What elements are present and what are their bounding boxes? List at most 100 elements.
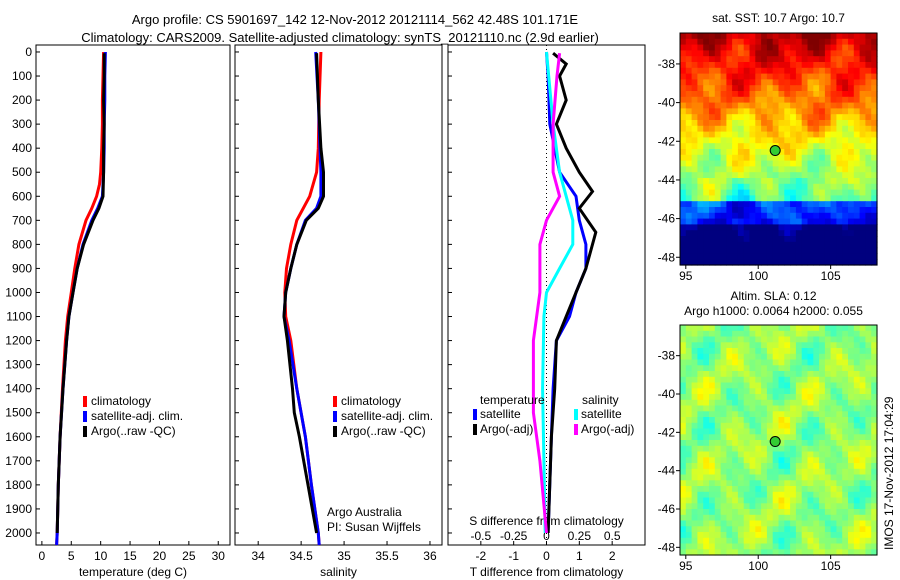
y-tick-label: 1400 (5, 382, 32, 396)
map-cell (720, 336, 727, 343)
map-cell (836, 62, 843, 69)
map-cell (772, 491, 780, 499)
map-cell (755, 399, 762, 407)
map-cell (743, 491, 751, 499)
map-cell (784, 207, 791, 214)
map-cell (795, 359, 803, 366)
map-cell (824, 160, 832, 167)
map-cell (848, 520, 855, 527)
map-cell (766, 247, 774, 254)
map-cell (784, 178, 791, 185)
map-cell (790, 79, 797, 86)
map-cell (795, 178, 803, 185)
map-cell (720, 497, 727, 504)
map-cell (772, 520, 780, 527)
map-cell (743, 178, 751, 185)
map-cell (685, 96, 693, 104)
map-cell (784, 212, 791, 220)
map-cell (848, 114, 855, 121)
map-cell (801, 108, 809, 115)
map-cell (761, 108, 768, 115)
map-cell (848, 526, 855, 533)
map-cell (720, 365, 727, 372)
map-cell (697, 382, 704, 389)
map-cell (790, 526, 797, 533)
map-cell (732, 388, 739, 395)
map-cell (732, 201, 739, 208)
map-cell (766, 120, 774, 127)
map-cell (778, 451, 785, 458)
map-cell (755, 85, 762, 92)
map-cell (772, 514, 780, 522)
map-cell (680, 125, 687, 133)
map-cell (865, 474, 872, 481)
map-cell (871, 178, 878, 185)
map-cell (819, 514, 826, 522)
map-cell (865, 399, 872, 407)
map-cell (819, 207, 826, 214)
map-cell (871, 543, 878, 550)
map-cell (848, 212, 855, 220)
map-cell (790, 212, 797, 220)
map-cell (709, 428, 716, 435)
map-cell (865, 143, 872, 150)
map-cell (807, 537, 814, 545)
map-cell (737, 166, 745, 173)
map-cell (680, 236, 687, 243)
map-cell (824, 549, 832, 556)
map-cell (778, 241, 785, 249)
map-cell (819, 85, 826, 92)
map-cell (714, 399, 722, 407)
map-cell (714, 183, 722, 191)
map-cell (819, 371, 826, 378)
map-cell (680, 445, 687, 453)
map-cell (836, 434, 843, 441)
map-cell (714, 73, 722, 80)
map-cell (801, 241, 809, 249)
map-cell (865, 137, 872, 144)
map-cell (853, 253, 861, 260)
legend-label: Argo(..raw -QC) (91, 424, 176, 438)
map-cell (743, 183, 751, 191)
map-cell (755, 388, 762, 395)
map-cell (680, 67, 687, 75)
map-cell (720, 166, 727, 173)
map-cell (848, 120, 855, 127)
map-cell (685, 56, 693, 63)
map-cell (813, 85, 820, 92)
map-cell (819, 212, 826, 220)
map-cell (824, 330, 832, 338)
map-cell (680, 160, 687, 167)
map-cell (801, 417, 809, 424)
map-cell (755, 543, 762, 550)
map-cell (853, 154, 861, 162)
map-cell (685, 33, 693, 40)
map-cell (737, 422, 745, 430)
map-cell (691, 399, 698, 407)
map-cell (726, 56, 733, 63)
map-cell (737, 520, 745, 527)
map-cell (743, 457, 751, 464)
map-cell (737, 85, 745, 92)
map-cell (784, 79, 791, 86)
map-cell (766, 457, 774, 464)
map-cell (755, 56, 762, 63)
map-cell (772, 399, 780, 407)
map-cell (737, 474, 745, 481)
map-cell (807, 342, 814, 349)
map-cell (865, 236, 872, 243)
map-cell (871, 468, 878, 476)
map-cell (865, 359, 872, 366)
map-cell (853, 411, 861, 418)
map-cell (865, 195, 872, 202)
map-cell (726, 376, 733, 384)
map-cell (743, 526, 751, 533)
map-cell (830, 342, 837, 349)
map-cell (761, 353, 768, 361)
map-cell (824, 440, 832, 447)
map-cell (807, 201, 814, 208)
map-cell (737, 125, 745, 133)
map-cell (819, 50, 826, 57)
map-cell (795, 120, 803, 127)
map-cell (720, 67, 727, 75)
